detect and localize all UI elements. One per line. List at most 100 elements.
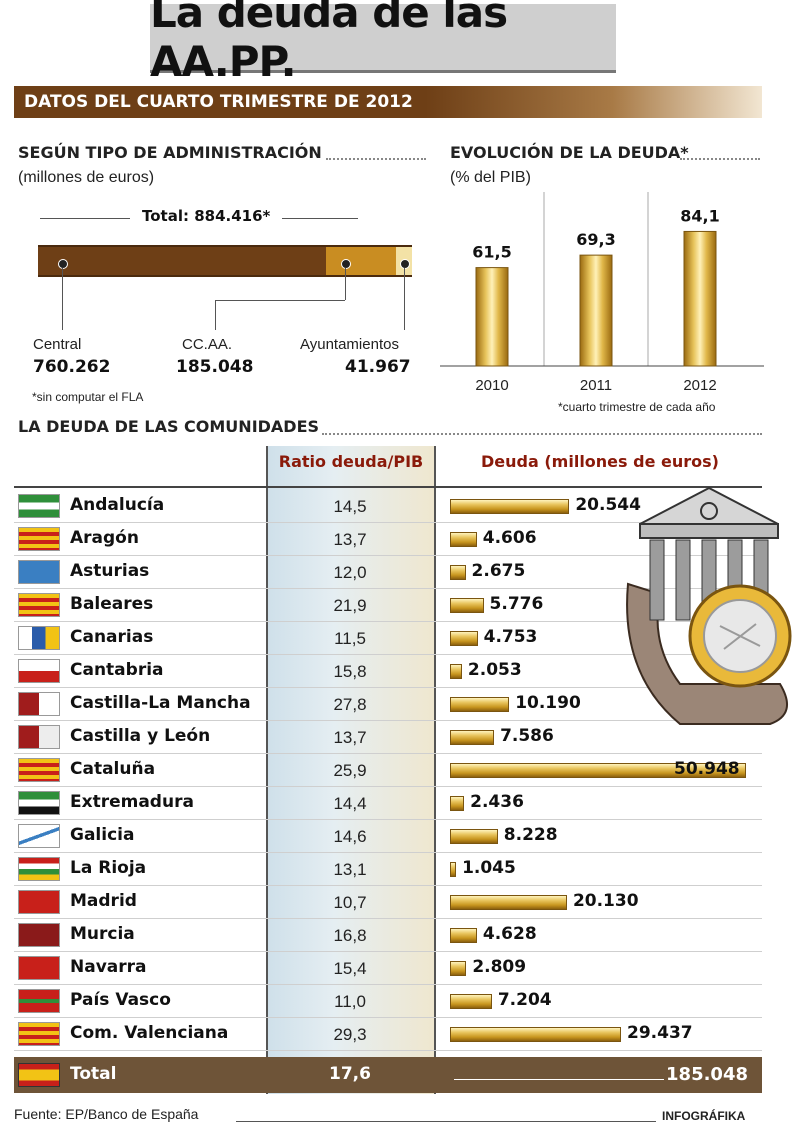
evolution-subtitle: (% del PIB): [450, 169, 531, 186]
region-debt-value: 1.045: [462, 858, 516, 878]
region-ratio: 16,8: [333, 925, 367, 945]
table-row: Asturias 12,0 2.675: [14, 556, 762, 589]
region-flag-icon: [18, 956, 60, 980]
region-flag-icon: [18, 560, 60, 584]
region-debt-value: 4.606: [482, 528, 537, 548]
region-flag-icon: [18, 692, 60, 716]
region-ratio: 21,9: [333, 595, 367, 615]
region-name: Cantabria: [70, 660, 164, 680]
region-name: Com. Valenciana: [70, 1023, 229, 1043]
footer-credit: INFOGRÁFIKA: [662, 1109, 746, 1123]
total-row: Total 17,6 185.048: [14, 1057, 762, 1093]
ccaa-label: CC.AA.: [182, 336, 233, 353]
region-ratio: 12,0: [333, 562, 367, 582]
region-name: Madrid: [70, 891, 137, 911]
evolution-dotted-rule: [680, 158, 760, 160]
region-debt-value: 20.544: [575, 495, 641, 515]
header-rule: [14, 486, 762, 488]
region-debt-bar: [450, 730, 495, 745]
region-name: La Rioja: [70, 858, 147, 878]
evolution-title: EVOLUCIÓN DE LA DEUDA*: [450, 143, 689, 162]
admin-section-title: SEGÚN TIPO DE ADMINISTRACIÓN: [18, 143, 322, 162]
table-row: Castilla y León 13,7 7.586: [14, 721, 762, 754]
table-row: Murcia 16,8 4.628: [14, 919, 762, 952]
region-ratio: 10,7: [333, 892, 367, 912]
euro-temple-illustration: [626, 486, 792, 725]
region-ratio: 13,1: [333, 859, 367, 879]
ccaa-leader-v: [345, 268, 346, 300]
region-name: Castilla-La Mancha: [70, 693, 251, 713]
region-debt-bar: [450, 796, 465, 811]
evo-bar-2010: [475, 267, 509, 367]
admin-segment-0: [38, 245, 326, 277]
evo-category-label: 2012: [683, 377, 716, 394]
region-name: Baleares: [70, 594, 154, 614]
region-flag-icon: [18, 593, 60, 617]
region-ratio: 29,3: [333, 1024, 367, 1044]
ccaa-marker: [341, 259, 351, 269]
region-ratio: 15,8: [333, 661, 367, 681]
total-rule: [454, 1079, 664, 1080]
region-ratio: 15,4: [333, 958, 367, 978]
admin-dotted-rule: [326, 158, 426, 160]
region-debt-bar: [450, 928, 477, 943]
admin-total-label: Total: 884.416*: [142, 207, 271, 225]
communities-dotted-rule: [322, 433, 762, 435]
total-debt: 185.048: [666, 1064, 748, 1085]
table-row: Aragón 13,7 4.606: [14, 523, 762, 556]
ayuntamientos-value: 41.967: [345, 357, 411, 377]
admin-segment-1: [326, 245, 397, 277]
central-leader: [62, 268, 63, 330]
evo-bar-2012: [683, 230, 717, 367]
region-flag-icon: [18, 791, 60, 815]
region-ratio: 14,5: [333, 496, 367, 516]
region-debt-bar: [450, 499, 570, 514]
band-label: DATOS DEL CUARTO TRIMESTRE DE 2012: [24, 92, 413, 112]
region-flag-icon: [18, 890, 60, 914]
region-ratio: 25,9: [333, 760, 367, 780]
region-name: Navarra: [70, 957, 147, 977]
region-debt-value: 29.437: [627, 1023, 693, 1043]
region-debt-value: 5.776: [489, 594, 544, 614]
region-debt-bar: [450, 763, 746, 778]
table-row: Andalucía 14,5 20.544: [14, 490, 762, 523]
region-flag-icon: [18, 494, 60, 518]
evo-category-label: 2011: [580, 377, 612, 394]
ayuntamientos-leader: [404, 268, 405, 330]
ccaa-value: 185.048: [176, 357, 254, 377]
ccaa-leader-v2: [215, 300, 216, 330]
region-flag-icon: [18, 857, 60, 881]
region-name: País Vasco: [70, 990, 171, 1010]
region-name: Murcia: [70, 924, 135, 944]
region-debt-value: 2.053: [467, 660, 522, 680]
page-title: La deuda de las AA.PP.: [150, 0, 508, 86]
ccaa-leader-h: [215, 300, 345, 301]
total-label: Total: [70, 1064, 117, 1084]
ayuntamientos-label: Ayuntamientos: [300, 336, 399, 353]
region-debt-value: 8.228: [503, 825, 558, 845]
region-debt-value: 50.948: [674, 759, 740, 779]
col-ratio-header: Ratio deuda/PIB: [278, 452, 424, 471]
col-debt-header: Deuda (millones de euros): [481, 452, 719, 471]
region-ratio: 13,7: [333, 727, 367, 747]
region-name: Galicia: [70, 825, 135, 845]
region-debt-bar: [450, 664, 462, 679]
region-name: Andalucía: [70, 495, 165, 515]
region-debt-bar: [450, 697, 510, 712]
region-debt-bar: [450, 961, 467, 976]
evo-value-label: 61,5: [472, 243, 511, 262]
evo-value-label: 84,1: [680, 206, 719, 225]
evolution-chart: 61,5 2010 69,3 2011 84,1 2012: [440, 192, 764, 394]
region-name: Castilla y León: [70, 726, 211, 746]
footer-rule: [236, 1121, 656, 1122]
region-debt-value: 2.809: [472, 957, 527, 977]
table-row: La Rioja 13,1 1.045: [14, 853, 762, 886]
region-debt-bar: [450, 994, 492, 1009]
region-debt-value: 4.628: [482, 924, 537, 944]
main-title-box: La deuda de las AA.PP.: [150, 0, 616, 86]
region-debt-bar: [450, 598, 484, 613]
table-row: Canarias 11,5 4.753: [14, 622, 762, 655]
region-ratio: 11,5: [334, 628, 366, 648]
table-row: Extremadura 14,4 2.436: [14, 787, 762, 820]
table-row: Com. Valenciana 29,3 29.437: [14, 1018, 762, 1051]
